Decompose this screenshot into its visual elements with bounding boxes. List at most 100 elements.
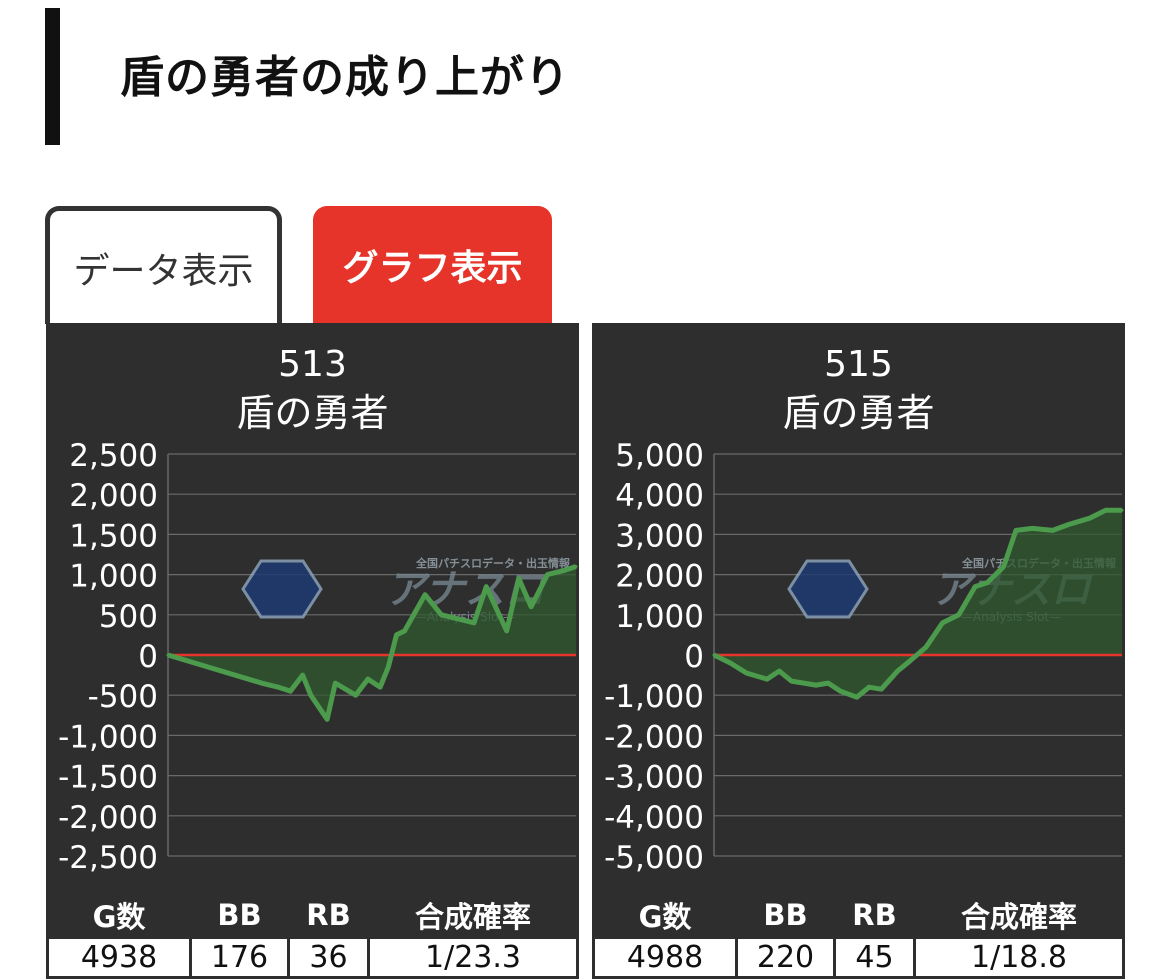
data-point (403, 629, 407, 633)
data-point (790, 679, 794, 683)
y-tick-label: -5,000 (604, 840, 704, 876)
data-point (472, 621, 476, 625)
data-point (288, 689, 292, 693)
series-line (712, 507, 1122, 700)
data-point (394, 633, 398, 637)
y-tick-label: -4,000 (604, 800, 704, 836)
y-tick-label: -2,500 (58, 840, 158, 876)
stats-games: 4938 (46, 936, 192, 979)
chart-515: 5,000 4,000 3,000 2,000 1,000 0 -1,000 -2,000 -3… (604, 438, 1124, 876)
stats-bb: 220 (735, 936, 836, 979)
stats-header-rb: RB (287, 891, 370, 939)
y-tick-label: 1,000 (69, 559, 158, 595)
data-point (1002, 565, 1006, 569)
data-point (545, 573, 549, 577)
data-point (855, 695, 859, 699)
machine-number: 513 (278, 344, 347, 385)
y-tick-label: -3,000 (604, 760, 704, 796)
chart-513: 2,500 2,000 1,500 1,000 500 0 -500 -1,000 -1,500… (58, 438, 578, 876)
y-tick-label: 0 (138, 639, 158, 675)
data-point (879, 687, 883, 691)
watermark-logo (241, 559, 323, 619)
data-point (517, 577, 521, 581)
stats-header-rb: RB (833, 891, 916, 939)
data-point (973, 585, 977, 589)
stats-bb: 176 (189, 936, 290, 979)
data-point (924, 645, 928, 649)
data-point (777, 669, 781, 673)
y-tick-label: -500 (88, 679, 158, 715)
data-point (1104, 508, 1108, 512)
data-point (1030, 526, 1034, 530)
stats-probability: 1/23.3 (367, 936, 579, 979)
stats-games: 4988 (592, 936, 738, 979)
series-line (167, 564, 577, 722)
stats-header-probability: 合成確率 (913, 891, 1125, 939)
stats-probability: 1/18.8 (913, 936, 1125, 979)
stats-header-games: G数 (592, 891, 738, 939)
data-point (505, 629, 509, 633)
y-tick-label: 500 (99, 599, 158, 635)
y-tick-label: 3,000 (615, 518, 704, 554)
data-point (1120, 508, 1124, 512)
data-point (276, 685, 280, 689)
machine-panel-515: 5,000 4,000 3,000 2,000 1,000 0 -1,000 -2,000 -3… (592, 323, 1125, 979)
tab-data-view[interactable]: データ表示 (45, 206, 282, 324)
y-tick-label: -1,000 (604, 679, 704, 715)
data-point (745, 671, 749, 675)
data-point (386, 665, 390, 669)
watermark-logo (787, 559, 869, 619)
data-point (439, 613, 443, 617)
machine-number: 515 (824, 344, 893, 385)
data-point (1067, 522, 1071, 526)
data-point (940, 621, 944, 625)
data-point (378, 685, 382, 689)
data-point (712, 653, 716, 657)
y-tick-label: 2,000 (69, 478, 158, 514)
data-point (957, 613, 961, 617)
data-point (838, 689, 842, 693)
stats-header-games: G数 (46, 891, 192, 939)
data-point (802, 681, 806, 685)
data-point (562, 569, 566, 573)
data-point (529, 605, 533, 609)
data-point (867, 685, 871, 689)
data-point (423, 593, 427, 597)
data-point (354, 693, 358, 697)
area-fill (168, 566, 576, 720)
data-point (908, 659, 912, 663)
data-point (814, 683, 818, 687)
data-point (333, 681, 337, 685)
data-point (1087, 516, 1091, 520)
data-point (728, 661, 732, 665)
y-tick-label: 5,000 (615, 438, 704, 474)
data-point (166, 653, 170, 657)
data-point (574, 565, 578, 569)
data-point (366, 677, 370, 681)
machine-name: 盾の勇者 (236, 391, 389, 435)
data-point (985, 581, 989, 585)
y-tick-label: 1,500 (69, 518, 158, 554)
data-point (484, 585, 488, 589)
stats-header-bb: BB (189, 891, 290, 939)
machine-panel-513: 2,500 2,000 1,500 1,000 500 0 -500 -1,000 -1,500… (46, 323, 579, 979)
stats-header-bb: BB (735, 891, 836, 939)
data-point (1051, 528, 1055, 532)
watermark-tagline: 全国パチスロデータ・出玉情報 (415, 556, 571, 570)
area-fill (714, 510, 1122, 698)
data-point (765, 677, 769, 681)
page-title: 盾の勇者の成り上がり (120, 52, 570, 103)
y-tick-label: 0 (684, 639, 704, 675)
stats-table: G数 BB RB 合成確率 4988 220 45 1/18.8 (592, 891, 1125, 979)
data-point (260, 681, 264, 685)
y-tick-label: 2,500 (69, 438, 158, 474)
data-point (1014, 528, 1018, 532)
y-tick-label: -2,000 (58, 800, 158, 836)
y-tick-label: 1,000 (615, 599, 704, 635)
stats-rb: 45 (833, 936, 916, 979)
tab-graph-view[interactable]: グラフ表示 (313, 206, 552, 324)
y-tick-label: 4,000 (615, 478, 704, 514)
stats-table: G数 BB RB 合成確率 4938 176 36 1/23.3 (46, 891, 579, 979)
data-point (325, 717, 329, 721)
y-tick-label: -1,500 (58, 760, 158, 796)
